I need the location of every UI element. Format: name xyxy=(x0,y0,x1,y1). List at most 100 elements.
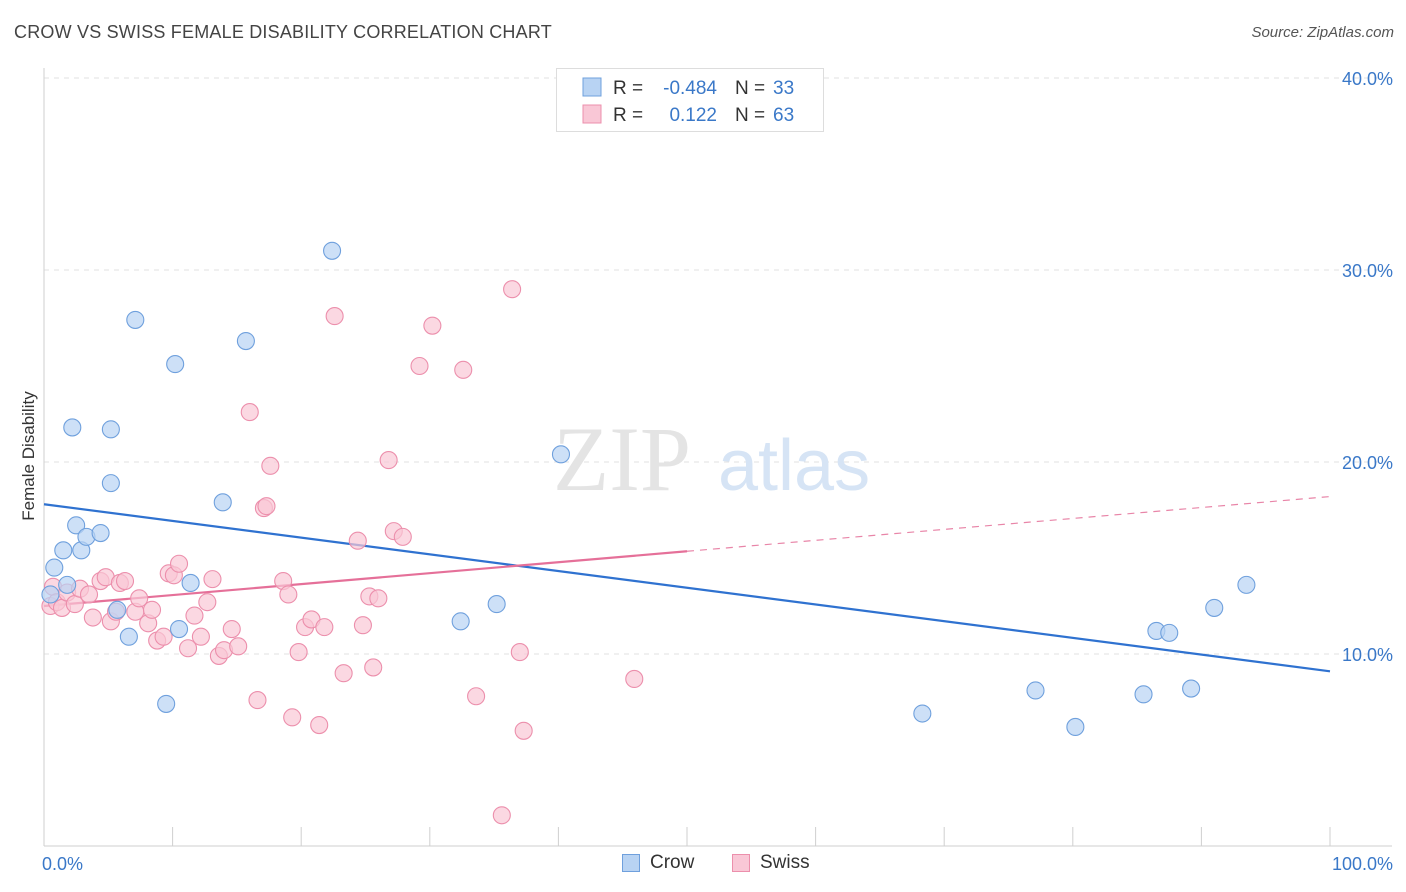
swiss-point xyxy=(279,585,298,604)
grid-lines xyxy=(44,77,1392,655)
legend-item-crow: Crow xyxy=(622,852,694,874)
swiss-point xyxy=(393,527,412,546)
crow-points xyxy=(41,241,1256,737)
legend-swiss-r-value: 0.122 xyxy=(669,105,717,126)
swiss-points xyxy=(41,280,644,825)
crow-point xyxy=(91,523,110,543)
swiss-point xyxy=(467,687,486,706)
trend-lines xyxy=(43,495,1331,673)
swiss-point xyxy=(198,593,217,612)
swiss-point xyxy=(83,608,102,627)
swiss-point xyxy=(369,589,388,608)
swiss-point xyxy=(142,600,162,619)
crow-point xyxy=(1182,679,1201,698)
swiss-point xyxy=(222,619,241,639)
x-tick-marks xyxy=(172,827,1331,846)
chart-title: CROW VS SWISS FEMALE DISABILITY CORRELAT… xyxy=(14,22,552,42)
crow-point xyxy=(126,310,145,329)
correlation-legend: R = -0.484 N = 33 R = 0.122 N = 63 xyxy=(556,68,824,132)
crow-point xyxy=(108,600,127,619)
legend-crow-n-value: 33 xyxy=(773,78,794,99)
watermark-zip: ZIP xyxy=(553,408,691,510)
crow-swatch xyxy=(622,854,640,872)
crow-point xyxy=(213,493,232,512)
crow-point xyxy=(41,585,60,604)
legend-swiss-n-label: N = xyxy=(735,105,765,126)
crow-point xyxy=(1134,685,1153,704)
crow-point xyxy=(58,575,77,594)
crow-point xyxy=(169,619,189,639)
swiss-point xyxy=(514,721,533,740)
legend-crow-n-label: N = xyxy=(735,78,765,99)
crow-point xyxy=(63,418,82,437)
crow-point xyxy=(323,241,342,260)
swiss-point xyxy=(503,280,522,299)
crow-point xyxy=(45,558,64,577)
crow-label: Crow xyxy=(650,852,695,873)
swiss-point xyxy=(625,669,644,689)
y-tick-labels: 10.0% 20.0% 30.0% 40.0% xyxy=(1342,69,1393,665)
watermark: ZIP atlas xyxy=(553,408,870,510)
swiss-point xyxy=(154,627,173,646)
series-legend: Crow Swiss xyxy=(0,852,1406,878)
crow-point xyxy=(451,612,470,631)
swiss-point xyxy=(185,606,204,625)
swiss-point xyxy=(334,664,353,683)
y-tick-label: 30.0% xyxy=(1342,261,1393,281)
crow-point xyxy=(54,541,73,560)
y-axis-title: Female Disability xyxy=(19,391,38,521)
crow-trend-line xyxy=(43,503,1331,673)
swiss-point xyxy=(257,497,276,516)
swiss-point xyxy=(315,618,334,637)
swiss-point xyxy=(410,356,429,376)
y-tick-label: 20.0% xyxy=(1342,453,1393,473)
swiss-point xyxy=(353,616,372,635)
swiss-point xyxy=(510,643,529,662)
swiss-point xyxy=(178,639,198,658)
crow-point xyxy=(1066,717,1085,737)
swiss-label: Swiss xyxy=(760,852,810,873)
swiss-point xyxy=(248,691,267,710)
crow-point xyxy=(913,704,932,723)
swiss-point xyxy=(169,554,189,573)
source-label: Source: ZipAtlas.com xyxy=(1251,24,1394,41)
swiss-point xyxy=(423,316,442,335)
swiss-trend-line-projection xyxy=(686,495,1331,552)
swiss-point xyxy=(229,637,248,656)
crow-point xyxy=(487,595,506,614)
swiss-point xyxy=(325,307,344,326)
crow-point xyxy=(1160,623,1179,642)
crow-point xyxy=(101,474,120,493)
crow-point xyxy=(181,573,200,593)
crow-point xyxy=(1237,575,1256,594)
swiss-point xyxy=(364,658,383,677)
swiss-point xyxy=(492,806,511,825)
crow-point xyxy=(157,694,176,713)
crow-point xyxy=(67,516,86,535)
swiss-point xyxy=(379,451,398,470)
swiss-point xyxy=(283,708,302,727)
y-tick-label: 10.0% xyxy=(1342,645,1393,665)
crow-point xyxy=(1205,598,1224,617)
swiss-point xyxy=(191,627,210,646)
swiss-point xyxy=(79,585,99,604)
crow-point xyxy=(119,627,138,646)
legend-item-swiss: Swiss xyxy=(732,852,810,874)
crow-point xyxy=(101,420,120,439)
swiss-point xyxy=(289,643,308,662)
crow-point xyxy=(236,331,255,351)
legend-crow-r-value: -0.484 xyxy=(663,78,717,99)
crow-point xyxy=(551,445,571,464)
crow-point xyxy=(166,355,185,374)
axes xyxy=(43,68,1392,847)
swiss-point xyxy=(240,403,259,422)
swiss-point xyxy=(203,570,222,589)
legend-swiss-r-label: R = xyxy=(613,105,643,126)
swiss-point xyxy=(310,715,329,735)
swiss-trend-line xyxy=(43,550,688,608)
swiss-point xyxy=(348,531,367,550)
swiss-swatch xyxy=(732,854,750,872)
swiss-point xyxy=(454,360,473,379)
legend-swiss-n-value: 63 xyxy=(773,105,794,126)
